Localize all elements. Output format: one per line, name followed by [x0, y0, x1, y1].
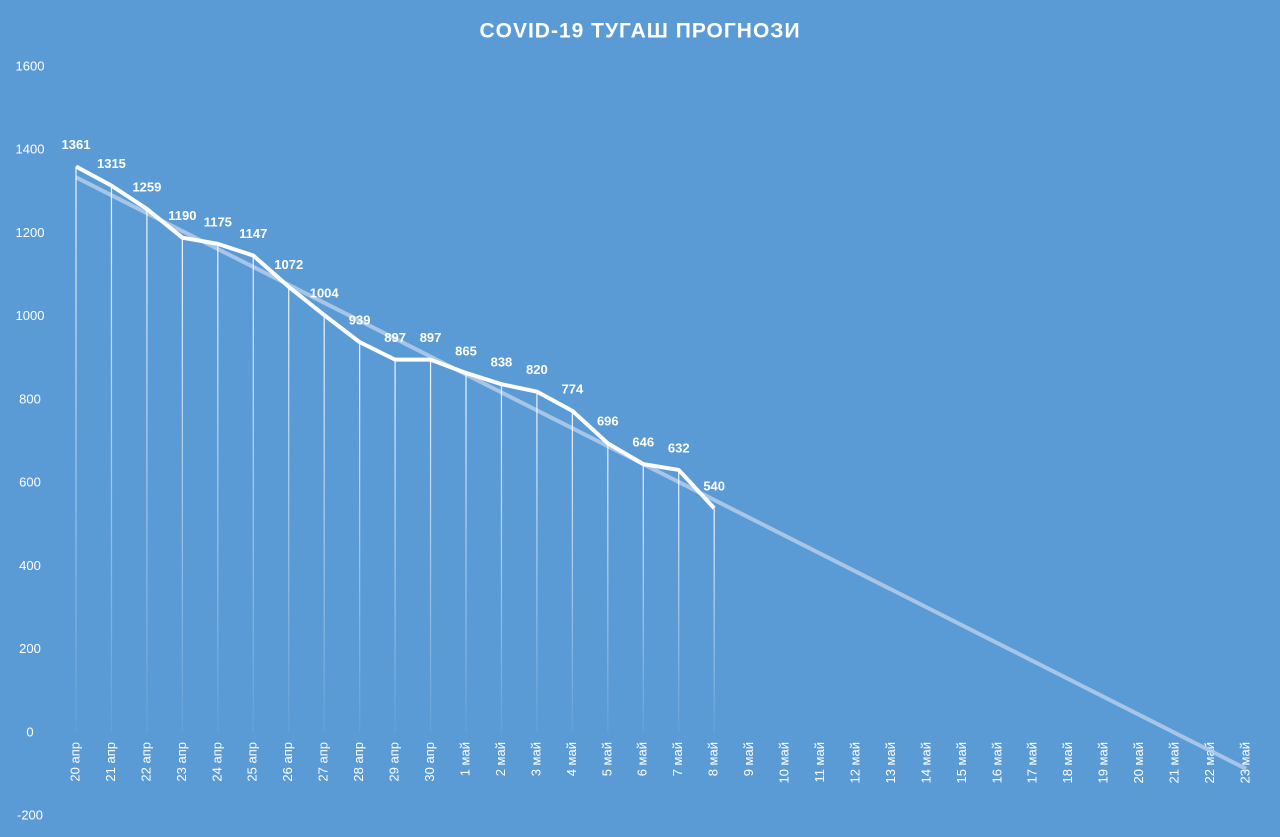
data-label: 1072 — [274, 257, 303, 272]
drop-line — [571, 410, 573, 733]
x-tick-label: 14 май — [918, 742, 933, 784]
x-tick-label: 17 май — [1025, 742, 1040, 784]
data-label: 897 — [420, 330, 442, 345]
x-tick-label: 24 апр — [209, 742, 224, 782]
x-tick-label: 20 май — [1131, 742, 1146, 784]
x-tick-label: 15 май — [954, 742, 969, 784]
data-line — [75, 164, 716, 510]
x-tick-label: 1 май — [457, 742, 472, 776]
x-tick-label: 30 апр — [422, 742, 437, 782]
drop-line — [536, 391, 538, 733]
y-tick-label: 1600 — [16, 58, 45, 73]
data-label: 696 — [597, 414, 619, 429]
y-tick-label: -200 — [17, 808, 43, 823]
chart-title: COVID-19 ТУГАШ ПРОГНОЗИ — [479, 20, 800, 43]
data-label: 632 — [668, 440, 690, 455]
x-tick-label: 29 апр — [387, 742, 402, 782]
data-label: 1259 — [132, 179, 161, 194]
y-tick-label: 800 — [19, 391, 41, 406]
data-label: 897 — [384, 330, 406, 345]
drop-line — [500, 384, 503, 733]
x-tick-label: 16 май — [989, 742, 1004, 784]
drop-line — [323, 315, 325, 733]
drop-line — [252, 255, 254, 733]
x-tick-label: 9 май — [741, 742, 756, 776]
x-tick-label: 21 май — [1167, 742, 1182, 784]
x-tick-label: 23 май — [1237, 742, 1252, 784]
x-tick-label: 28 апр — [351, 742, 366, 782]
data-label: 1190 — [168, 208, 196, 223]
drop-line — [75, 166, 77, 733]
x-tick-label: 21 апр — [103, 742, 118, 782]
x-tick-label: 7 май — [670, 742, 685, 776]
data-label: 774 — [562, 381, 584, 396]
x-tick-label: 13 май — [883, 742, 898, 784]
drop-line — [146, 208, 148, 733]
drop-line — [181, 237, 183, 733]
x-tick-label: 25 апр — [245, 742, 260, 782]
data-label: 646 — [632, 435, 654, 450]
drop-line — [678, 469, 680, 733]
drop-line — [607, 443, 609, 733]
data-label: 865 — [455, 343, 477, 358]
y-tick-label: 200 — [19, 641, 41, 656]
y-tick-label: 1400 — [16, 142, 45, 157]
x-tick-label: 19 май — [1096, 742, 1111, 784]
y-tick-label: 0 — [26, 724, 33, 739]
data-label: 540 — [703, 479, 725, 494]
data-label: 1147 — [239, 226, 267, 241]
x-tick-label: 6 май — [635, 742, 650, 776]
drop-line — [359, 342, 361, 733]
x-tick-label: 27 апр — [316, 742, 331, 782]
x-tick-label: 3 май — [528, 742, 543, 776]
x-tick-label: 12 май — [847, 742, 862, 784]
y-tick-label: 1200 — [16, 225, 45, 240]
drop-line — [713, 508, 715, 733]
x-tick-label: 23 апр — [174, 742, 189, 782]
x-tick-label: 22 апр — [138, 742, 153, 782]
drop-line — [429, 359, 432, 733]
x-tick-label: 18 май — [1060, 742, 1075, 784]
x-tick-label: 2 май — [493, 742, 508, 776]
x-tick-label: 26 апр — [280, 742, 295, 782]
data-label: 1004 — [310, 286, 340, 301]
drop-line — [465, 372, 467, 733]
x-tick-label: 20 апр — [67, 742, 82, 782]
drop-line — [217, 243, 219, 733]
drop-line — [110, 185, 113, 734]
y-tick-label: 400 — [19, 558, 41, 573]
data-label: 1175 — [204, 214, 232, 229]
data-label: 838 — [491, 355, 513, 370]
x-tick-label: 5 май — [599, 742, 614, 776]
x-tick-label: 4 май — [564, 742, 579, 776]
x-tick-label: 8 май — [706, 742, 721, 776]
data-label: 1315 — [97, 156, 126, 171]
y-tick-label: 1000 — [16, 308, 45, 323]
trend-line — [75, 175, 1247, 771]
y-tick-label: 600 — [19, 475, 41, 490]
x-tick-label: 11 май — [812, 742, 827, 783]
drop-line — [642, 464, 644, 733]
data-label: 1361 — [62, 137, 91, 152]
drop-line — [288, 286, 290, 733]
x-tick-label: 10 май — [777, 742, 792, 784]
drop-line — [394, 359, 396, 733]
data-label: 820 — [526, 362, 548, 377]
data-label: 939 — [349, 313, 371, 328]
